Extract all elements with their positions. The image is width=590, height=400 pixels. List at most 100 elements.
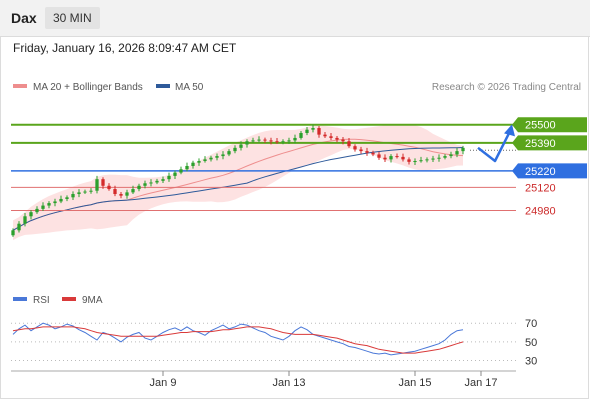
- candle: [359, 146, 363, 154]
- candle: [251, 137, 255, 143]
- candle: [161, 176, 165, 183]
- candle: [95, 175, 99, 194]
- candle: [29, 210, 33, 220]
- rsi-tick-30: 30: [525, 356, 537, 368]
- candle-body: [95, 179, 99, 191]
- candle-body: [317, 128, 321, 135]
- candle: [317, 126, 321, 138]
- candle: [299, 131, 303, 140]
- candle: [125, 189, 129, 199]
- candle: [389, 154, 393, 163]
- candle-body: [275, 141, 279, 143]
- price-levels: 25500 25390 25220 25120 24980: [11, 117, 587, 218]
- candle-body: [41, 205, 45, 209]
- candle-body: [341, 139, 345, 142]
- candle: [197, 158, 201, 166]
- candle: [89, 188, 93, 194]
- candle-body: [359, 149, 363, 152]
- candle-body: [323, 134, 327, 137]
- legend-ma50-label: MA 50: [175, 82, 204, 93]
- candle: [329, 132, 333, 141]
- candle: [185, 162, 189, 172]
- candle: [461, 145, 465, 155]
- candle-body: [89, 190, 93, 192]
- candle: [401, 153, 405, 162]
- x-tick-label: Jan 13: [272, 377, 305, 389]
- candles: [11, 124, 465, 237]
- forecast-path: [477, 130, 512, 163]
- candle: [167, 172, 171, 182]
- candle-body: [389, 156, 393, 160]
- candle: [173, 170, 177, 180]
- candle-body: [179, 169, 183, 173]
- candle: [221, 151, 225, 160]
- candle-body: [23, 216, 27, 224]
- candle: [191, 160, 195, 169]
- candle-body: [185, 165, 189, 170]
- candle: [455, 147, 459, 158]
- legend-ma20-swatch: [13, 84, 27, 88]
- candle: [425, 157, 429, 163]
- legend-rsi-label: RSI: [33, 295, 50, 306]
- candle-body: [365, 151, 369, 153]
- candle-body: [77, 192, 81, 195]
- candle-body: [431, 158, 435, 160]
- candle: [179, 166, 183, 175]
- x-tick-label: Jan 15: [398, 377, 431, 389]
- candle: [71, 191, 75, 200]
- candle-body: [137, 185, 141, 190]
- candle-body: [377, 154, 381, 158]
- candle: [263, 137, 267, 144]
- chart-frame: [0, 36, 589, 399]
- bollinger-bands: [13, 124, 463, 241]
- candle: [35, 206, 39, 214]
- interval-button[interactable]: 30 MIN: [45, 7, 100, 29]
- candle: [269, 137, 273, 145]
- candle-body: [293, 137, 297, 141]
- candle-body: [347, 141, 351, 147]
- candle-body: [29, 212, 33, 217]
- candle-body: [311, 128, 315, 130]
- candle-body: [149, 182, 153, 184]
- candle-body: [443, 156, 447, 158]
- candle-body: [167, 175, 171, 180]
- candle-body: [53, 201, 57, 204]
- rsi-tick-70: 70: [525, 318, 537, 330]
- candle: [233, 145, 237, 154]
- candle-body: [161, 179, 165, 181]
- candle-body: [71, 194, 75, 198]
- candle-body: [245, 141, 249, 145]
- candle-body: [131, 189, 135, 193]
- candle-body: [155, 180, 159, 183]
- candle: [281, 139, 285, 145]
- candle-body: [107, 185, 111, 190]
- legend-9ma-swatch: [62, 297, 76, 301]
- candle: [113, 185, 117, 197]
- level-label-25500: 25500: [525, 120, 556, 132]
- candle-body: [227, 151, 231, 155]
- credit-text: Research © 2026 Trading Central: [432, 82, 581, 93]
- candle: [47, 201, 51, 209]
- legend-main: MA 20 + Bollinger Bands MA 50 Research ©…: [13, 82, 581, 93]
- candle: [137, 183, 141, 192]
- candle: [347, 137, 351, 148]
- candle: [377, 151, 381, 160]
- 9ma-line: [12, 326, 464, 354]
- candle: [419, 156, 423, 163]
- candle: [83, 189, 87, 195]
- chart-header: Dax 30 MIN: [0, 0, 590, 37]
- rsi-panel: 70 50 30: [11, 318, 537, 368]
- candle-body: [305, 129, 309, 133]
- legend-rsi-swatch: [13, 297, 27, 301]
- level-label-24980: 24980: [525, 206, 556, 218]
- candle: [17, 221, 21, 233]
- candle: [239, 141, 243, 151]
- candle-body: [425, 159, 429, 161]
- candle: [65, 195, 69, 202]
- candle: [119, 192, 123, 199]
- candle-body: [299, 132, 303, 138]
- candle-body: [173, 172, 177, 176]
- candle-body: [83, 191, 87, 193]
- level-tag-25500: [512, 117, 587, 133]
- candle: [143, 180, 147, 189]
